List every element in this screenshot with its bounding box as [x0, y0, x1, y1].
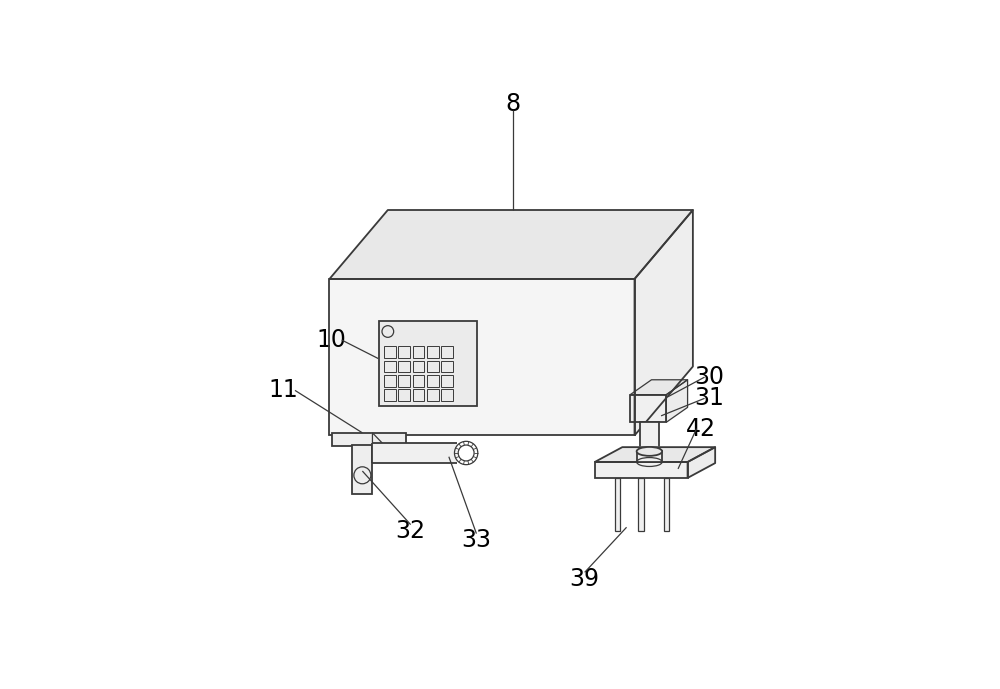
Text: 30: 30 [694, 365, 724, 389]
Text: 10: 10 [316, 328, 346, 352]
Bar [615, 478, 620, 531]
Polygon shape [635, 210, 693, 435]
Bar [413, 347, 424, 358]
Text: 42: 42 [686, 417, 716, 440]
Bar [384, 389, 396, 401]
Bar [352, 445, 372, 494]
Bar [427, 360, 439, 372]
Text: 8: 8 [505, 92, 520, 116]
Bar [384, 375, 396, 387]
Text: 32: 32 [396, 519, 426, 543]
Bar [664, 478, 669, 531]
Polygon shape [666, 380, 688, 422]
Bar [630, 395, 666, 422]
Polygon shape [688, 447, 715, 478]
Bar [413, 389, 424, 401]
Text: 31: 31 [694, 387, 724, 411]
Polygon shape [595, 447, 715, 462]
Bar [595, 462, 688, 478]
Polygon shape [329, 210, 693, 279]
Text: 39: 39 [570, 567, 600, 590]
Bar [427, 347, 439, 358]
Bar [595, 462, 688, 478]
Bar [384, 347, 396, 358]
Bar [441, 360, 453, 372]
Bar [398, 347, 410, 358]
Bar [398, 375, 410, 387]
Text: 11: 11 [268, 378, 298, 402]
Bar [640, 422, 659, 466]
Bar [441, 347, 453, 358]
Bar [398, 360, 410, 372]
Text: 33: 33 [461, 528, 491, 552]
Bar [372, 444, 457, 462]
Polygon shape [630, 380, 688, 395]
Polygon shape [372, 433, 385, 446]
Bar [413, 375, 424, 387]
Bar [441, 389, 453, 401]
Bar [413, 360, 424, 372]
Bar [398, 389, 410, 401]
Bar [441, 375, 453, 387]
Bar [329, 279, 635, 435]
Bar [427, 375, 439, 387]
Bar [637, 451, 662, 462]
Bar [332, 433, 406, 446]
Bar [638, 478, 644, 531]
Bar [427, 389, 439, 401]
Bar [329, 279, 635, 435]
Ellipse shape [637, 447, 662, 456]
Bar [379, 321, 477, 407]
Bar [630, 395, 666, 422]
Bar [384, 360, 396, 372]
